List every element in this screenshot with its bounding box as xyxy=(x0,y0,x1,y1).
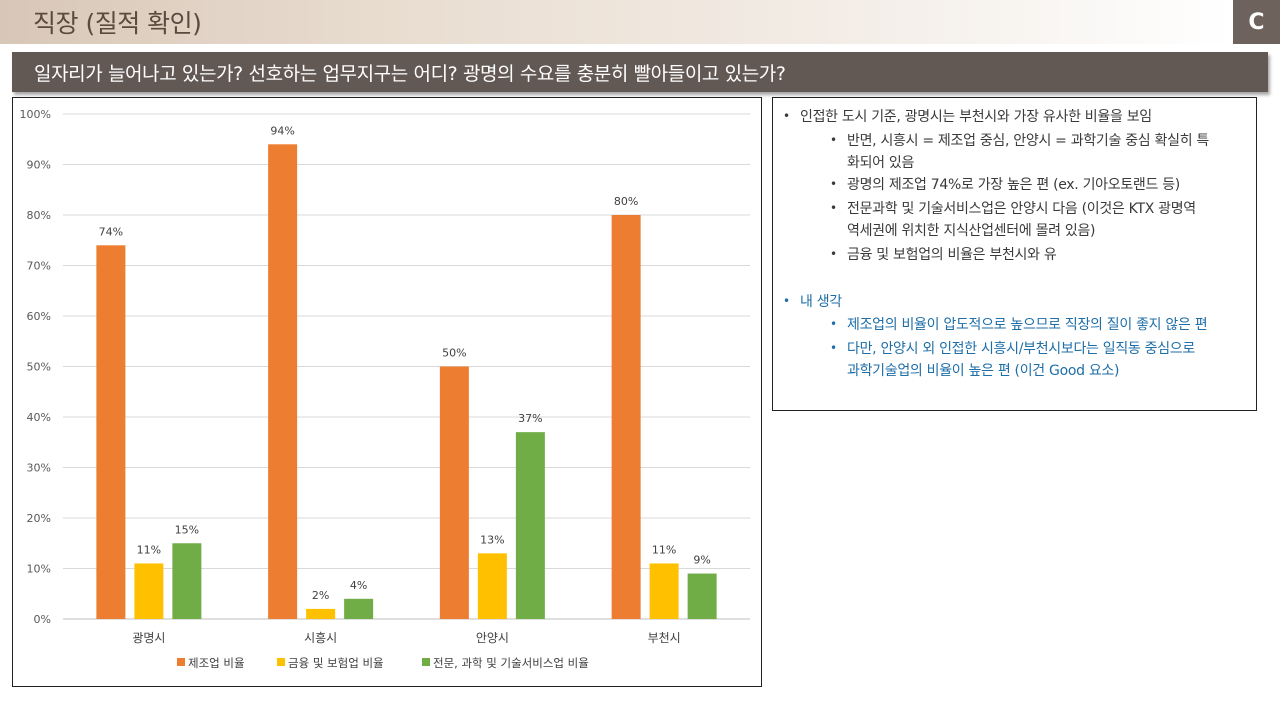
data-label: 11% xyxy=(137,543,161,556)
data-label: 74% xyxy=(99,225,123,238)
x-tick-label: 시흥시 xyxy=(304,631,337,645)
bar xyxy=(439,366,469,619)
x-tick-label: 광명시 xyxy=(132,631,165,645)
y-tick-label: 70% xyxy=(27,260,51,273)
data-label: 80% xyxy=(614,195,638,208)
data-label: 13% xyxy=(480,533,504,546)
question-text: 일자리가 늘어나고 있는가? 선호하는 업무지구는 어디? 광명의 수요를 충분… xyxy=(34,63,786,85)
note-1-4: 금융 및 보험업의 비율은 부천시와 유 xyxy=(847,247,1057,263)
y-tick-label: 30% xyxy=(27,462,51,475)
bar xyxy=(134,563,164,619)
data-label: 50% xyxy=(442,347,466,360)
bar xyxy=(268,144,298,620)
legend-label: 전문, 과학 및 기술서비스업 비율 xyxy=(433,656,589,670)
bullet-2-1: • xyxy=(830,317,838,331)
bullet-1-3: • xyxy=(830,201,838,215)
note-2-2-line1: 다만, 안양시 외 인접한 시흥시/부천시보다는 일직동 중심으로 xyxy=(847,341,1195,357)
bullet-1-4: • xyxy=(830,247,838,261)
bar xyxy=(687,573,717,619)
y-tick-label: 80% xyxy=(27,209,51,222)
data-label: 2% xyxy=(312,589,329,602)
page-title: 직장 (질적 확인) xyxy=(33,9,202,38)
note-1-2: 광명의 제조업 74%로 가장 높은 편 (ex. 기아오토랜드 등) xyxy=(847,177,1180,193)
note-1-1-line2: 화되어 있음 xyxy=(847,155,915,171)
y-tick-label: 60% xyxy=(27,310,51,323)
y-tick-label: 20% xyxy=(27,512,51,525)
data-label: 15% xyxy=(175,523,199,536)
bar xyxy=(344,598,374,619)
y-tick-label: 90% xyxy=(27,159,51,172)
note-1-3-line2: 역세권에 위치한 지식산업센터에 몰려 있음) xyxy=(847,223,1096,239)
notes-panel: • 인접한 도시 기준, 광명시는 부천시와 가장 유사한 비율을 보임 • 반… xyxy=(772,97,1257,411)
data-label: 94% xyxy=(270,124,294,137)
bar xyxy=(172,543,202,619)
note-1-3-line1: 전문과학 및 기술서비스업은 안양시 다음 (이것은 KTX 광명역 xyxy=(847,201,1196,217)
y-tick-label: 50% xyxy=(27,361,51,374)
y-tick-label: 40% xyxy=(27,411,51,424)
bullet-1-1: • xyxy=(830,133,838,147)
legend-swatch xyxy=(277,658,285,666)
legend-swatch xyxy=(177,658,185,666)
legend-swatch xyxy=(422,658,430,666)
data-label: 37% xyxy=(518,412,542,425)
header-band xyxy=(0,0,1232,44)
data-label: 11% xyxy=(652,543,676,556)
chart-panel: 0% 10% 20% 30% 40% 50% 60% 70% 80% 90% 100% 74% 11% 1… xyxy=(12,97,762,687)
bar xyxy=(515,432,545,619)
note-2-2-line2: 과학기술업의 비율이 높은 편 (이건 Good 요소) xyxy=(847,363,1120,379)
bar xyxy=(306,608,336,619)
bar xyxy=(649,563,679,619)
note-2-1: 제조업의 비율이 압도적으로 높으므로 직장의 질이 좋지 않은 편 xyxy=(847,317,1208,333)
data-label: 4% xyxy=(350,579,367,592)
corner-logo: C xyxy=(1233,0,1280,44)
bullet-1-2: • xyxy=(830,177,838,191)
bar xyxy=(477,553,507,619)
bullet-2: • xyxy=(783,294,791,308)
bar xyxy=(611,215,641,619)
bar-chart: 0% 10% 20% 30% 40% 50% 60% 70% 80% 90% 100% 74% 11% 1… xyxy=(20,108,750,670)
y-tick-label: 10% xyxy=(27,563,51,576)
bar xyxy=(96,245,126,620)
note-1-1-line1: 반면, 시흥시 = 제조업 중심, 안양시 = 과학기술 중심 확실히 특 xyxy=(847,133,1210,149)
legend-label: 금융 및 보험업 비율 xyxy=(288,656,384,670)
note-1: 인접한 도시 기준, 광명시는 부천시와 가장 유사한 비율을 보임 xyxy=(800,109,1152,125)
bullet-1: • xyxy=(783,109,791,123)
x-tick-label: 안양시 xyxy=(476,631,509,645)
note-2: 내 생각 xyxy=(800,294,842,310)
y-tick-label: 0% xyxy=(34,613,51,626)
bullet-2-2: • xyxy=(830,341,838,355)
x-tick-label: 부천시 xyxy=(648,630,681,645)
legend-label: 제조업 비율 xyxy=(188,656,245,670)
question-bar: 일자리가 늘어나고 있는가? 선호하는 업무지구는 어디? 광명의 수요를 충분… xyxy=(12,52,1268,92)
y-tick-label: 100% xyxy=(20,108,51,121)
data-label: 9% xyxy=(693,554,710,567)
